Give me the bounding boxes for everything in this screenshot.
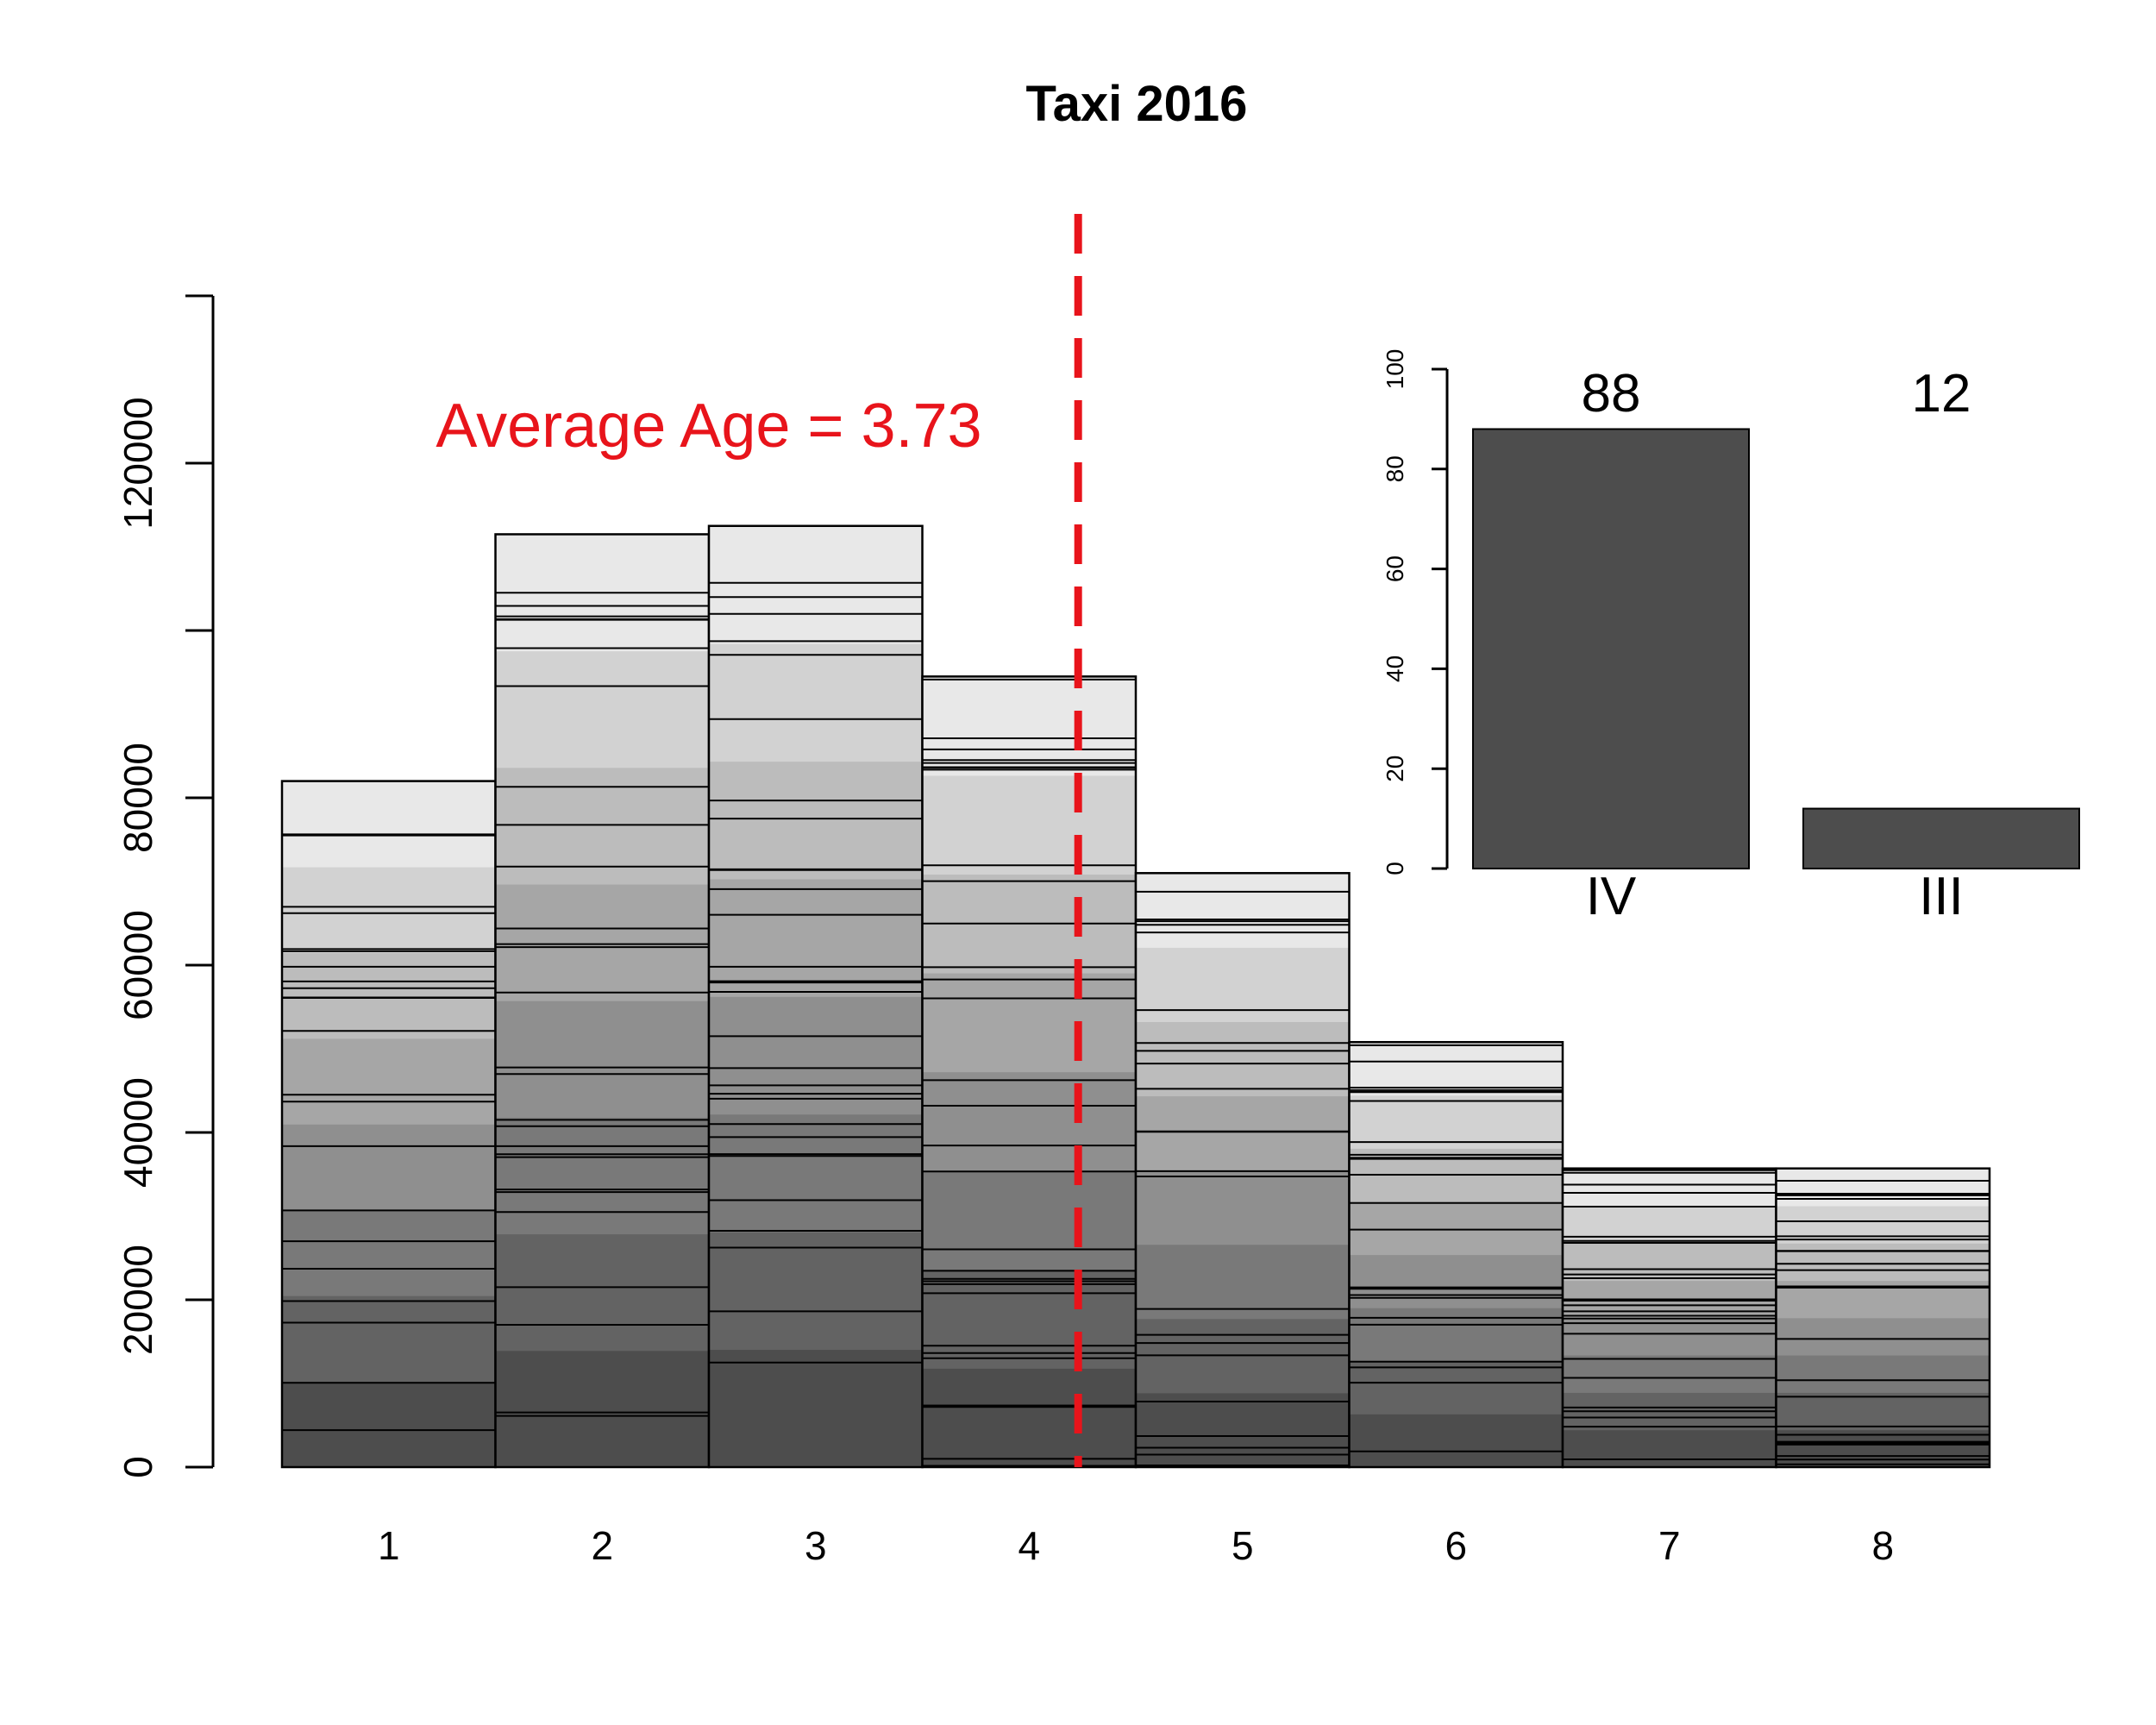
bar-band <box>1136 1392 1350 1468</box>
bar-band <box>709 1232 923 1351</box>
bar-band <box>1349 1308 1563 1362</box>
bar-group: 4 <box>921 675 1138 1568</box>
bar-group: 3 <box>707 524 924 1568</box>
x-tick-label: 5 <box>1232 1523 1254 1568</box>
inset-value-label: 88 <box>1582 364 1641 423</box>
inset-bar <box>1472 428 1750 869</box>
bar-band <box>922 676 1136 776</box>
bar-band <box>1563 1205 1777 1244</box>
bar-group: 5 <box>1134 872 1351 1568</box>
main-bars: 1 2 3 4 5 6 7 8 <box>280 524 1991 1568</box>
inset-value-label: 12 <box>1912 364 1971 423</box>
inset-y-tick-label: 20 <box>1382 756 1408 782</box>
bar-band <box>282 781 496 868</box>
inset-bar <box>1802 807 2080 870</box>
bar-band <box>282 867 496 953</box>
y-tick-label: 20000 <box>116 1245 160 1355</box>
bar-group: 1 <box>280 780 497 1568</box>
bar-band <box>1136 1244 1350 1320</box>
bar-band <box>709 1349 923 1468</box>
bar-band <box>709 996 923 1115</box>
bar-band <box>922 1170 1136 1270</box>
bar-band <box>1136 1170 1350 1245</box>
bar-band <box>922 775 1136 875</box>
x-tick-label: 3 <box>805 1523 827 1568</box>
bar-band <box>1136 1095 1350 1171</box>
bar-band <box>709 1113 923 1233</box>
bar-band <box>495 1233 709 1352</box>
inset-y-tick-label: 100 <box>1382 349 1408 390</box>
bar-band <box>1349 1201 1563 1256</box>
main-axes: 0 20000 40000 60000 80000 120000 <box>116 294 215 1478</box>
bar-band <box>709 761 923 880</box>
bar-band <box>1776 1243 1990 1282</box>
y-tick-label: 60000 <box>116 910 160 1020</box>
bar-band <box>922 973 1136 1073</box>
inset-y-tick-label: 60 <box>1382 555 1408 582</box>
bar <box>1775 1167 1991 1469</box>
y-tick-label: 80000 <box>116 743 160 853</box>
bar-band <box>1776 1205 1990 1244</box>
bar-band <box>1563 1429 1777 1468</box>
bar-band <box>495 884 709 1001</box>
x-tick-label: 8 <box>1871 1523 1894 1568</box>
x-tick-label: 1 <box>378 1523 400 1568</box>
y-tick-label: 0 <box>116 1456 160 1478</box>
bar-band <box>282 1381 496 1468</box>
bar-band <box>282 1124 496 1211</box>
inset-y-tick-label: 40 <box>1382 656 1408 682</box>
bar-band <box>709 643 923 762</box>
bar-band <box>922 1071 1136 1171</box>
bar-band <box>282 1295 496 1383</box>
bar-band <box>1776 1392 1990 1431</box>
chart-title: Taxi 2016 <box>1026 76 1248 132</box>
bar-band <box>1776 1429 1990 1468</box>
inset-chart: 0 20 40 60 80 100 88 IV 12 III <box>1382 349 2080 926</box>
bar-band <box>495 650 709 768</box>
bar-band <box>282 1038 496 1125</box>
bar-band <box>1349 1414 1563 1468</box>
x-tick-label: 2 <box>591 1523 613 1568</box>
bar-band <box>495 1000 709 1118</box>
bar-band <box>1349 1095 1563 1149</box>
bar-band <box>1563 1355 1777 1393</box>
bar-band <box>709 525 923 644</box>
x-tick-label: 6 <box>1445 1523 1467 1568</box>
bar-band <box>1563 1168 1777 1207</box>
inset-category-label: III <box>1919 867 1964 926</box>
y-tick-label: 120000 <box>116 397 160 530</box>
bar-group: 6 <box>1348 1040 1564 1568</box>
bar-group: 8 <box>1775 1167 1991 1568</box>
bar-band <box>1776 1355 1990 1393</box>
average-age-annotation: Average Age = 3.73 <box>436 392 981 461</box>
x-tick-label: 4 <box>1018 1523 1040 1568</box>
bar-band <box>495 1117 709 1235</box>
bar-group: 2 <box>494 533 711 1568</box>
bar-band <box>1563 1317 1777 1356</box>
bar-band <box>1136 873 1350 948</box>
bar-band <box>495 1350 709 1468</box>
bar-band <box>1136 1021 1350 1097</box>
bar-band <box>282 952 496 1039</box>
y-tick-label: 40000 <box>116 1077 160 1188</box>
bar-band <box>1349 1254 1563 1308</box>
bar-band <box>282 1209 496 1296</box>
bar-band <box>922 1269 1136 1369</box>
bar-band <box>709 878 923 997</box>
bar-band <box>1776 1317 1990 1356</box>
inset-y-tick-label: 80 <box>1382 455 1408 482</box>
x-tick-label: 7 <box>1658 1523 1681 1568</box>
inset-category-label: IV <box>1586 867 1637 926</box>
bar-band <box>1349 1360 1563 1414</box>
bar-band <box>922 1368 1136 1468</box>
inset-y-tick-label: 0 <box>1382 862 1408 875</box>
bar-group: 7 <box>1561 1167 1777 1568</box>
bar-band <box>1776 1168 1990 1207</box>
